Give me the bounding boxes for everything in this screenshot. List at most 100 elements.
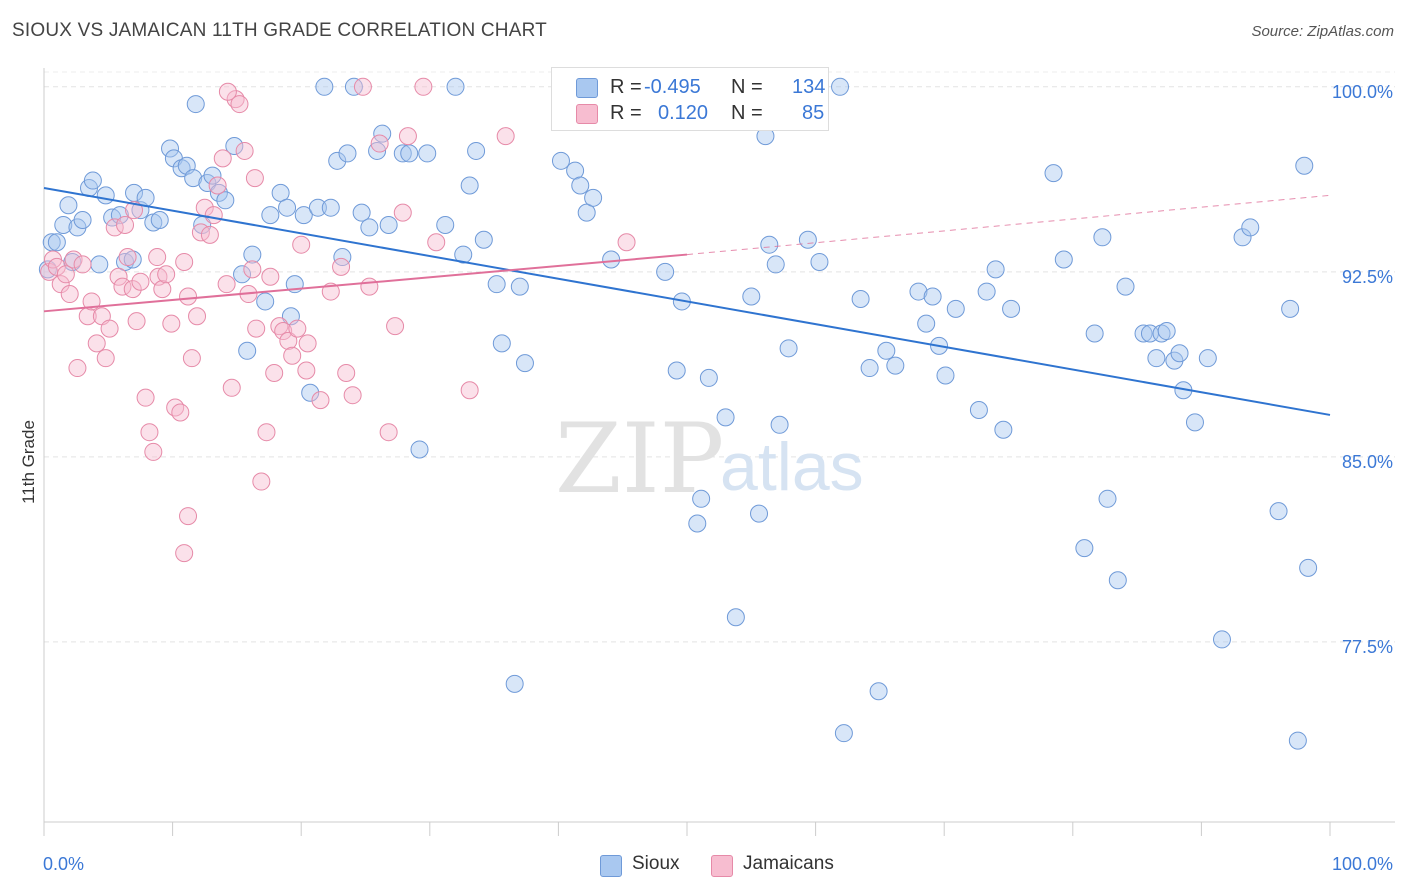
sioux-point: [923, 287, 942, 306]
jamaicans-point: [175, 544, 194, 563]
jamaicans-point: [87, 334, 106, 353]
legend-n-label: N =: [731, 76, 763, 98]
sioux-point: [225, 137, 244, 156]
jamaicans-point: [257, 423, 276, 442]
jamaicans-point: [131, 272, 150, 291]
sioux-point: [261, 206, 280, 225]
sioux-point: [90, 255, 109, 274]
jamaicans-point: [166, 398, 185, 417]
sioux-point: [393, 144, 412, 163]
legend-r-label: R =: [610, 102, 642, 124]
sioux-point: [1288, 731, 1307, 750]
sioux-point: [446, 77, 465, 96]
bottom-legend-jamaicans-swatch: [711, 855, 733, 877]
jamaicans-point: [283, 346, 302, 365]
jamaicans-point: [208, 176, 227, 195]
jamaicans-point: [56, 265, 75, 284]
jamaicans-point: [73, 255, 92, 274]
sioux-point: [344, 77, 363, 96]
sioux-point: [410, 440, 429, 459]
jamaicans-point: [100, 319, 119, 338]
sioux-point: [860, 359, 879, 378]
sioux-point: [584, 188, 603, 207]
sioux-point: [460, 176, 479, 195]
jamaicans-point: [379, 423, 398, 442]
sioux-point: [1241, 218, 1260, 237]
jamaicans-point: [175, 252, 194, 271]
sioux-point: [716, 408, 735, 427]
trend-lines: [43, 186, 1331, 416]
sioux-point: [83, 171, 102, 190]
sioux-point: [487, 275, 506, 294]
sioux-point: [692, 489, 711, 508]
sioux-point: [656, 262, 675, 281]
jamaicans-point: [47, 257, 66, 276]
sioux-point: [577, 203, 596, 222]
sioux-point: [161, 139, 180, 158]
sioux-point: [1147, 349, 1166, 368]
sioux-point: [368, 141, 387, 160]
sioux-point: [278, 198, 297, 217]
jamaicans-point: [393, 203, 412, 222]
jamaicans-point: [252, 472, 271, 491]
sioux-point: [1002, 299, 1021, 318]
jamaicans-point: [332, 257, 351, 276]
legend-n-value-sioux: 134: [792, 76, 826, 98]
jamaicans-point: [148, 248, 167, 267]
jamaicans-point: [298, 334, 317, 353]
sioux-point: [602, 250, 621, 269]
bottom-legend-jamaicans-label: Jamaicans: [743, 853, 834, 874]
sioux-point: [1044, 164, 1063, 183]
jamaicans-point: [414, 77, 433, 96]
sioux-point: [243, 245, 262, 264]
jamaicans-point: [217, 275, 236, 294]
sioux-point: [869, 682, 888, 701]
jamaicans-point: [230, 95, 249, 114]
sioux-point: [1233, 228, 1252, 247]
sioux-point: [571, 176, 590, 195]
sioux-point: [333, 248, 352, 267]
x-tick-label-min: 0.0%: [43, 854, 84, 874]
jamaicans-point: [617, 233, 636, 252]
sioux-point: [1281, 299, 1300, 318]
sioux-point: [936, 366, 955, 385]
sioux-point: [301, 383, 320, 402]
jamaicans-point: [68, 359, 87, 378]
sioux-point: [834, 724, 853, 743]
jamaicans-point: [265, 363, 284, 382]
sioux-point: [379, 215, 398, 234]
jamaicans-point: [370, 134, 389, 153]
jamaicans-point: [179, 287, 198, 306]
sioux-point: [551, 151, 570, 170]
sioux-point: [770, 415, 789, 434]
sioux-point: [1054, 250, 1073, 269]
sioux-point: [909, 282, 928, 301]
jamaicans-point: [261, 267, 280, 286]
sioux-point: [1152, 324, 1171, 343]
sioux-point: [1093, 228, 1112, 247]
jamaicans-point: [218, 82, 237, 101]
sioux-point: [352, 203, 371, 222]
sioux-point: [667, 361, 686, 380]
jamaicans-point: [292, 235, 311, 254]
jamaicans-point: [427, 233, 446, 252]
sioux-point: [699, 368, 718, 387]
sioux-point: [969, 400, 988, 419]
jamaicans-point: [353, 77, 372, 96]
jamaicans-point: [171, 403, 190, 422]
legend-n-value-jamaicans: 85: [802, 102, 825, 124]
sioux-trend-line: [43, 186, 1331, 416]
jamaicans-point: [460, 381, 479, 400]
sioux-point: [294, 206, 313, 225]
sioux-point: [977, 282, 996, 301]
y-tick-label: 92.5%: [1342, 267, 1393, 287]
jamaicans-point: [162, 314, 181, 333]
sioux-point: [1157, 322, 1176, 341]
jamaicans-point: [144, 442, 163, 461]
sioux-point: [851, 289, 870, 308]
legend-r-value-sioux: -0.495: [644, 76, 701, 98]
sioux-point: [1295, 156, 1314, 175]
jamaicans-point: [245, 169, 264, 188]
sioux-point: [994, 420, 1013, 439]
sioux-point: [184, 169, 203, 188]
